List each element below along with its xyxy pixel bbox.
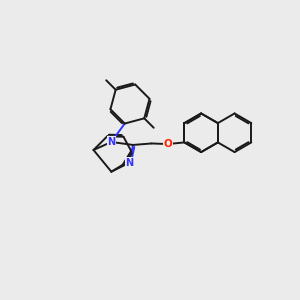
Text: N: N xyxy=(107,137,116,147)
Text: O: O xyxy=(164,139,172,149)
Text: N: N xyxy=(125,158,133,168)
